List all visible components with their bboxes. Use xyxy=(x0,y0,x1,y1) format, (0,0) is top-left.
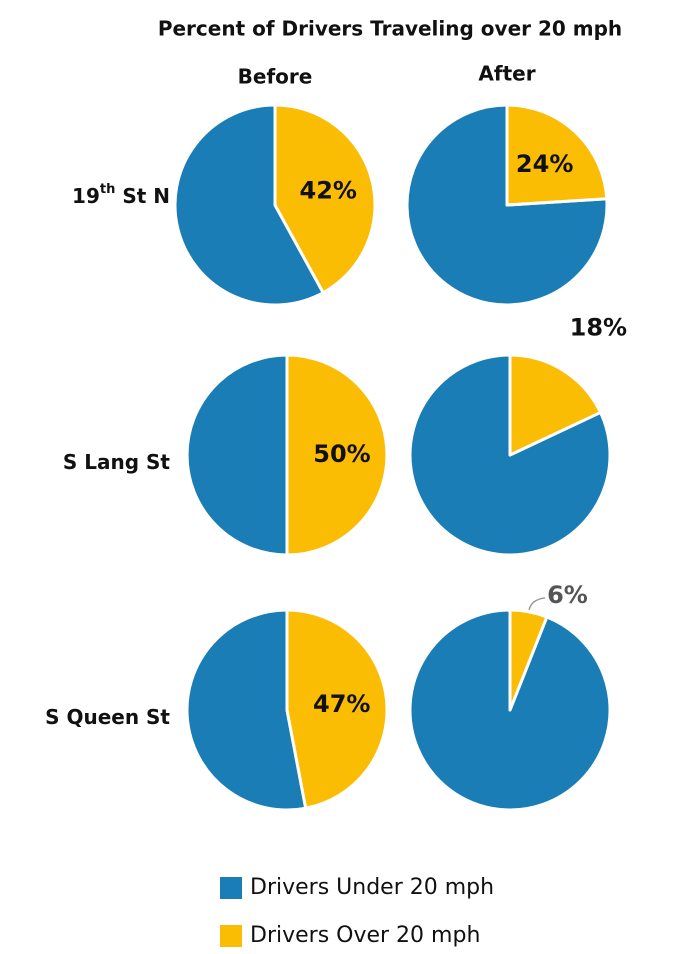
pie-slice xyxy=(185,608,308,812)
pie-slice xyxy=(273,103,377,295)
pie-slice xyxy=(508,608,549,712)
column-label: After xyxy=(478,62,535,86)
column-label: Before xyxy=(238,65,313,89)
leader-line xyxy=(528,597,546,610)
row-label-part: 19 xyxy=(72,184,100,208)
row-label: S Lang St xyxy=(63,450,171,474)
row-label: S Queen St xyxy=(45,705,170,729)
data-label: 42% xyxy=(300,176,357,204)
legend-swatch xyxy=(220,925,242,947)
data-label: 24% xyxy=(516,150,573,178)
legend-swatch xyxy=(220,877,242,899)
data-label: 6% xyxy=(547,581,588,609)
row-label-part: th xyxy=(100,182,115,197)
row-label: 19th St N xyxy=(72,182,170,208)
pie-slice xyxy=(285,353,389,557)
pie-slice xyxy=(173,103,325,307)
chart-title: Percent of Drivers Traveling over 20 mph xyxy=(158,17,622,41)
data-label: 18% xyxy=(570,313,627,341)
pie-slice xyxy=(285,608,389,810)
pie-slice xyxy=(185,353,289,557)
pie-slice xyxy=(505,103,609,207)
legend-label: Drivers Over 20 mph xyxy=(250,923,480,948)
data-label: 50% xyxy=(313,440,370,468)
legend-label: Drivers Under 20 mph xyxy=(250,875,494,900)
data-label: 47% xyxy=(313,690,370,718)
pie-slice xyxy=(508,353,602,457)
row-label-part: S Lang St xyxy=(63,450,171,474)
row-label-part: S Queen St xyxy=(45,705,170,729)
row-label-part: St N xyxy=(115,184,170,208)
